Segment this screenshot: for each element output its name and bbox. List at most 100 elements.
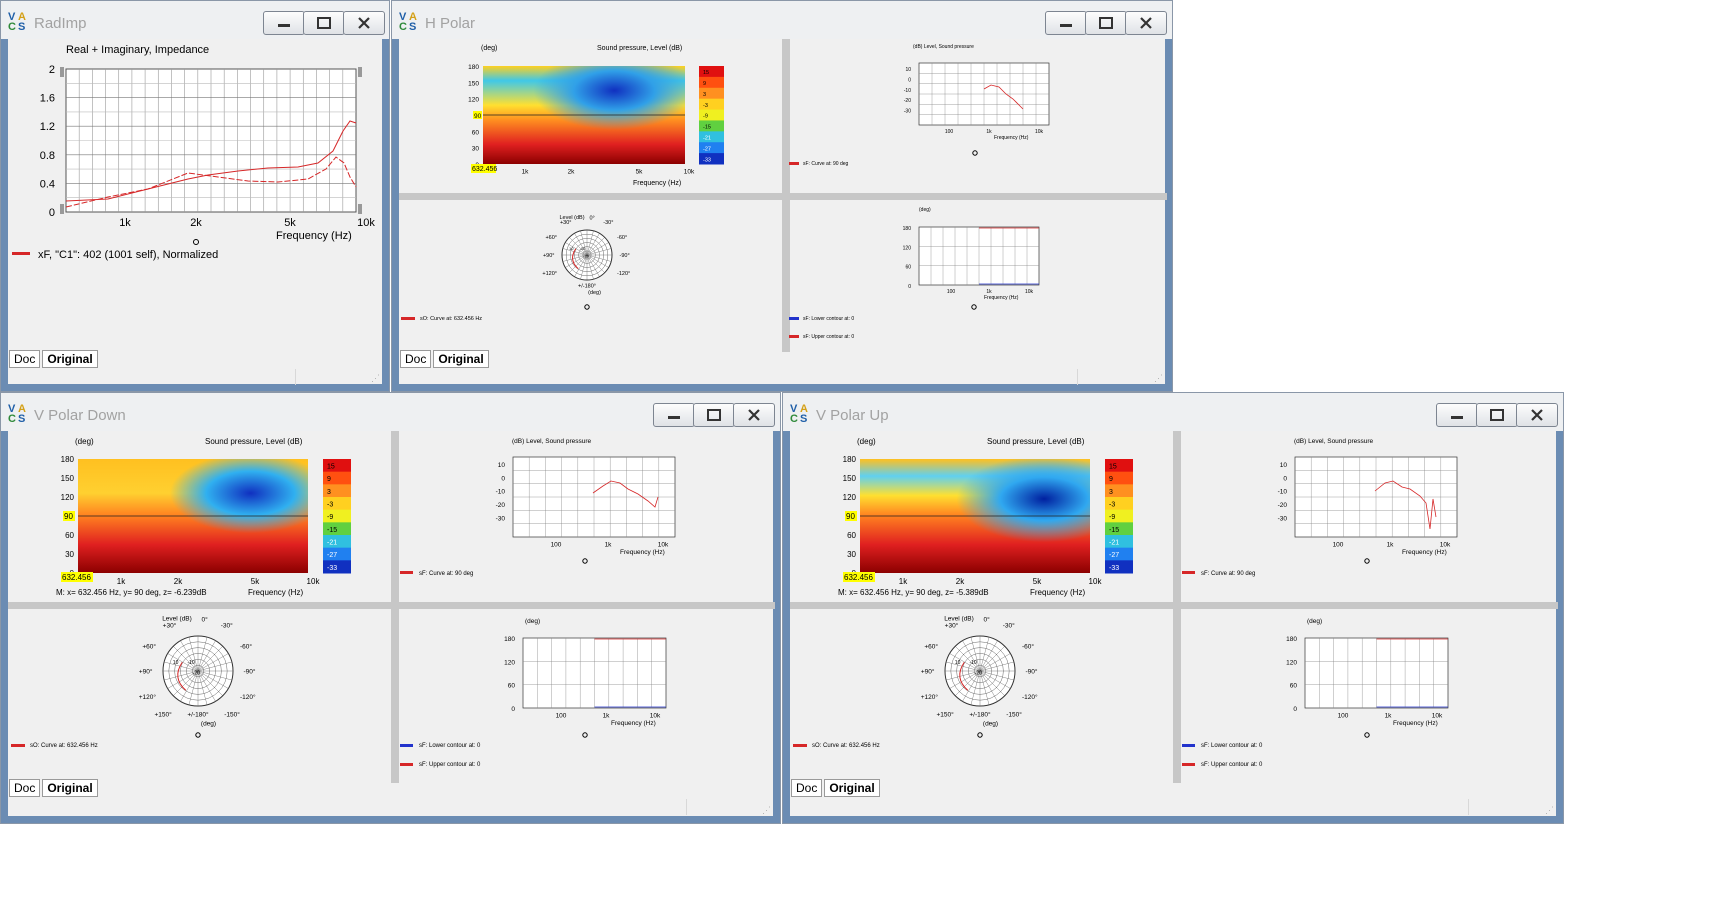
plot-handle[interactable]	[193, 239, 199, 245]
polar-plot[interactable]: Level (dB) 0° +30° -30° +60° -60° +90° -90° +120…	[793, 615, 1038, 749]
maximize-button[interactable]	[1085, 11, 1127, 35]
horizontal-splitter[interactable]	[790, 602, 1558, 609]
plot-handle[interactable]	[977, 732, 983, 738]
tab-doc[interactable]: Doc	[791, 779, 823, 797]
contour-y-unit: (deg)	[481, 45, 497, 52]
polar-plot[interactable]: Level (dB) 0° +30° -30° +60° -60° +90° -90° +120…	[11, 615, 256, 749]
contour-y-tick: 30	[847, 550, 856, 559]
resize-grip-icon[interactable]: ⋰	[762, 805, 771, 815]
resize-grip-icon[interactable]: ⋰	[371, 373, 380, 383]
close-icon	[358, 17, 370, 29]
resize-grip-icon[interactable]: ⋰	[1154, 373, 1163, 383]
frequency-response-plot[interactable]: (dB) Level, Sound pressure 100-10-20-301…	[789, 44, 1050, 167]
close-button[interactable]	[1516, 403, 1558, 427]
close-icon	[1531, 409, 1543, 421]
y-tick-label: 0.4	[40, 178, 55, 190]
cl-y-tick: 60	[905, 265, 911, 271]
polar-spoke	[979, 670, 1005, 696]
colorbar-swatch	[323, 459, 351, 473]
legend-swatch-upper	[400, 763, 413, 766]
axis-handle	[60, 204, 64, 214]
contour-plot[interactable]: (deg) Sound pressure, Level (dB) 180 150 1…	[838, 437, 1133, 597]
contour-plot[interactable]: (deg) Sound pressure, Level (dB) 180 150 1…	[56, 437, 351, 597]
tab-doc[interactable]: Doc	[9, 350, 41, 368]
polar-ring-label: 10	[569, 246, 574, 251]
colorbar-swatch	[699, 142, 724, 154]
contour-title: Sound pressure, Level (dB)	[597, 45, 682, 52]
polar-angle-label: -120°	[1022, 693, 1038, 701]
polar-plot[interactable]: Level (dB) 0° +30° -30° +60° -60° +90° -90° +120…	[401, 215, 630, 322]
polar-spoke	[180, 640, 199, 672]
polar-spoke	[586, 254, 600, 277]
cursor-y-marker[interactable]	[473, 111, 482, 119]
close-button[interactable]	[1125, 11, 1167, 35]
cl-y-tick: 60	[508, 683, 516, 690]
plot-handle[interactable]	[582, 558, 588, 564]
tab-original[interactable]: Original	[433, 350, 489, 368]
cl-legend-upper: sF: Upper contour at: 0	[803, 334, 854, 340]
freq-y-tick: -30	[496, 515, 506, 522]
tab-doc[interactable]: Doc	[9, 779, 41, 797]
plot-handle[interactable]	[971, 304, 977, 310]
contour-plot[interactable]: (deg) Sound pressure, Level (dB) 180 150 1…	[468, 45, 724, 187]
plot-handle[interactable]	[582, 732, 588, 738]
cursor-y-marker[interactable]	[845, 511, 857, 521]
polar-spoke	[197, 670, 208, 705]
polar-angle-label: -60°	[240, 642, 252, 650]
plot-handle[interactable]	[972, 150, 978, 156]
maximize-button[interactable]	[303, 11, 345, 35]
polar-angle-label: 0°	[984, 615, 991, 623]
close-button[interactable]	[343, 11, 385, 35]
minimize-button[interactable]	[1045, 11, 1087, 35]
polar-angle-label: +150°	[155, 711, 173, 719]
horizontal-splitter[interactable]	[399, 193, 1167, 200]
colorbar-label: -33	[1109, 565, 1119, 572]
close-button[interactable]	[733, 403, 775, 427]
impedance-chart[interactable]: Real + Imaginary, Impedance 2 1.6 1.2 0.8 0.…	[8, 39, 384, 386]
frequency-response-plot[interactable]: (dB) Level, Sound pressure 100-10-20-301…	[400, 438, 676, 577]
cl-x-tick: 10k	[1025, 289, 1034, 295]
tab-original[interactable]: Original	[42, 779, 98, 797]
minimize-button[interactable]	[1436, 403, 1478, 427]
colorbar-swatch	[1105, 471, 1133, 485]
polar-spoke	[173, 670, 199, 696]
maximize-button[interactable]	[1476, 403, 1518, 427]
tab-original[interactable]: Original	[824, 779, 880, 797]
cursor-x-marker[interactable]	[61, 572, 93, 582]
freq-y-tick: -20	[496, 502, 506, 509]
cursor-x-marker[interactable]	[843, 572, 875, 582]
freq-x-tick: 10k	[1035, 129, 1044, 135]
cursor-y-marker[interactable]	[63, 511, 75, 521]
resize-grip-icon[interactable]: ⋰	[1545, 805, 1554, 815]
cl-x-tick: 10k	[1432, 713, 1443, 720]
polar-spoke	[979, 653, 1011, 672]
colorbar-label: -15	[703, 125, 711, 131]
cursor-x-marker[interactable]	[471, 164, 496, 173]
plot-handle[interactable]	[1364, 732, 1370, 738]
maximize-button[interactable]	[693, 403, 735, 427]
polar-spoke	[586, 242, 609, 256]
frequency-response-plot[interactable]: (dB) Level, Sound pressure 100-10-20-301…	[1182, 438, 1458, 577]
plot-handle[interactable]	[584, 304, 590, 310]
contour-x-tick: 1k	[522, 169, 530, 176]
polar-angle-label: -30°	[603, 220, 613, 226]
tab-original[interactable]: Original	[42, 350, 98, 368]
minimize-button[interactable]	[263, 11, 305, 35]
minimize-button[interactable]	[653, 403, 695, 427]
horizontal-splitter[interactable]	[8, 602, 775, 609]
plot-handle[interactable]	[195, 732, 201, 738]
plot-handle[interactable]	[1364, 558, 1370, 564]
tab-doc[interactable]: Doc	[400, 350, 432, 368]
view-tabs: Doc Original	[9, 350, 100, 368]
